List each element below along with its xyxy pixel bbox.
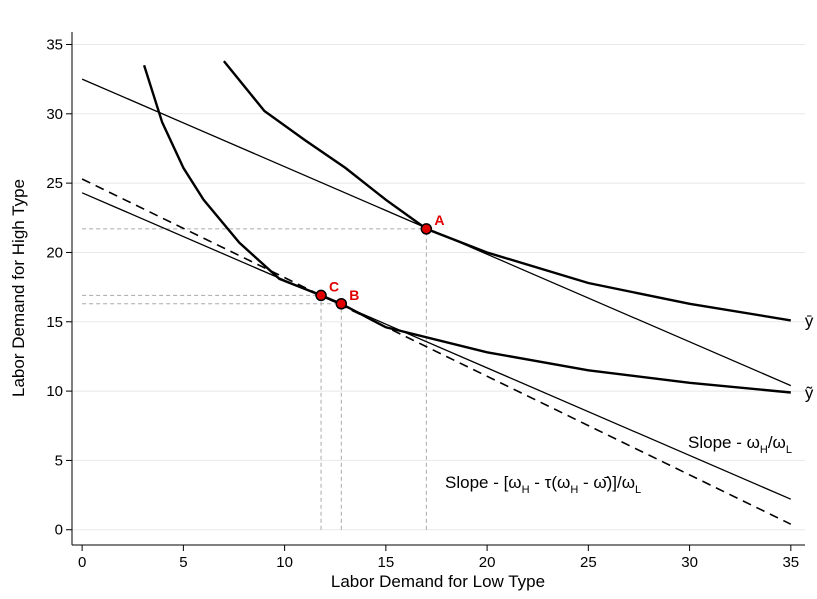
y-tick-label: 30: [46, 106, 63, 123]
x-axis-label: Labor Demand for Low Type: [331, 572, 545, 591]
y-tick-label: 15: [46, 314, 63, 331]
point: [420, 223, 433, 235]
point-label: A: [434, 212, 444, 228]
annotation: Slope - [ωH - τ(ωH - ω̄)]/ωL: [445, 473, 641, 496]
subscript: L: [635, 484, 641, 496]
x-tick-label: 10: [276, 554, 293, 571]
y-tick-label: 35: [46, 36, 63, 53]
curve: [81, 192, 792, 500]
annotation-text: Slope - ω: [688, 433, 760, 452]
point: [315, 289, 327, 302]
y-tick-label: 25: [46, 175, 63, 192]
y-tick-label: 5: [55, 452, 63, 469]
subscript: H: [760, 444, 768, 456]
annotation-text: - ω̄)]/ω: [578, 473, 635, 492]
annotation: Slope - ωH/ωL: [688, 433, 792, 456]
curve-label: ỹ: [805, 383, 814, 402]
point: [335, 298, 348, 310]
annotation-text: /ω: [768, 433, 786, 452]
x-tick-label: 20: [479, 554, 496, 571]
subscript: H: [570, 484, 578, 496]
x-tick-label: 35: [782, 554, 799, 571]
y-tick-label: 10: [46, 383, 63, 400]
x-tick-label: 30: [681, 554, 698, 571]
y-tick-label: 20: [46, 244, 63, 261]
subscript: H: [522, 484, 530, 496]
x-tick-label: 0: [78, 554, 86, 571]
x-tick-label: 25: [580, 554, 597, 571]
annotation-text: Slope - [ω: [445, 473, 522, 492]
point-label: C: [329, 278, 339, 294]
annotation-text: - τ(ω: [530, 473, 571, 492]
y-axis-label: Labor Demand for High Type: [9, 179, 28, 397]
curve: [81, 78, 792, 387]
curve: [222, 60, 791, 322]
point-label: B: [349, 287, 359, 303]
curve: [81, 178, 792, 525]
subscript: L: [786, 444, 792, 456]
curve-label: ȳ: [805, 311, 814, 330]
x-tick-label: 5: [179, 554, 187, 571]
y-tick-label: 0: [55, 522, 63, 539]
x-tick-label: 15: [378, 554, 395, 571]
